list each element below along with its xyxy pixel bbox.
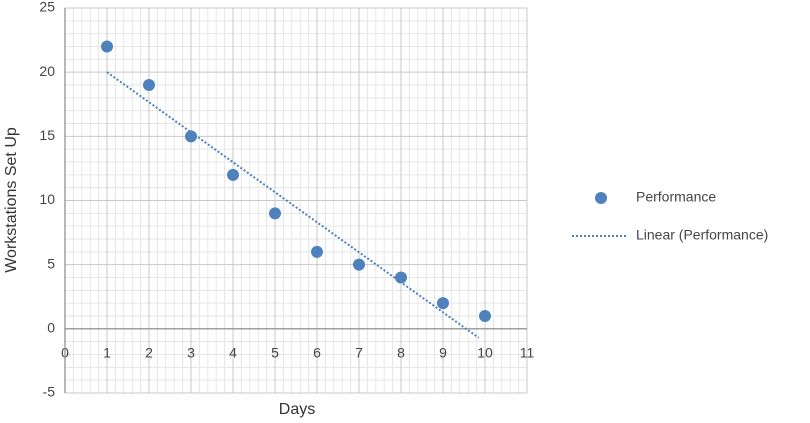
legend-label: Linear (Performance) bbox=[636, 227, 768, 243]
x-axis-title: Days bbox=[279, 401, 315, 418]
data-point bbox=[143, 79, 155, 91]
data-point bbox=[353, 258, 365, 271]
data-point bbox=[227, 168, 239, 181]
x-tick-label: 6 bbox=[313, 345, 321, 361]
data-point bbox=[311, 245, 323, 258]
y-tick-label: 20 bbox=[39, 63, 55, 79]
y-tick-label: -5 bbox=[43, 384, 56, 400]
data-point bbox=[437, 297, 449, 310]
x-tick-label: 3 bbox=[187, 345, 195, 361]
y-tick-label: 10 bbox=[39, 191, 55, 207]
x-tick-label: 11 bbox=[520, 345, 535, 361]
x-tick-label: 8 bbox=[397, 345, 405, 361]
data-point bbox=[185, 130, 197, 143]
x-tick-label: 10 bbox=[477, 345, 493, 361]
trend-line bbox=[106, 71, 480, 339]
legend-label: Performance bbox=[636, 189, 716, 205]
y-axis-title: Workstations Set Up bbox=[3, 127, 20, 273]
x-tick-label: 9 bbox=[439, 345, 447, 361]
legend-marker bbox=[595, 192, 607, 204]
x-tick-label: 1 bbox=[103, 345, 111, 361]
data-point bbox=[269, 207, 281, 220]
x-tick-label: 5 bbox=[271, 345, 279, 361]
y-tick-label: 25 bbox=[39, 0, 55, 15]
y-tick-label: 5 bbox=[47, 255, 55, 271]
x-tick-label: 2 bbox=[145, 345, 153, 361]
data-point bbox=[479, 310, 491, 322]
x-tick-label: 7 bbox=[355, 345, 363, 361]
y-tick-label: 0 bbox=[47, 320, 55, 336]
data-point bbox=[101, 40, 113, 53]
y-tick-label: 15 bbox=[39, 127, 55, 143]
x-tick-label: 4 bbox=[229, 345, 237, 361]
